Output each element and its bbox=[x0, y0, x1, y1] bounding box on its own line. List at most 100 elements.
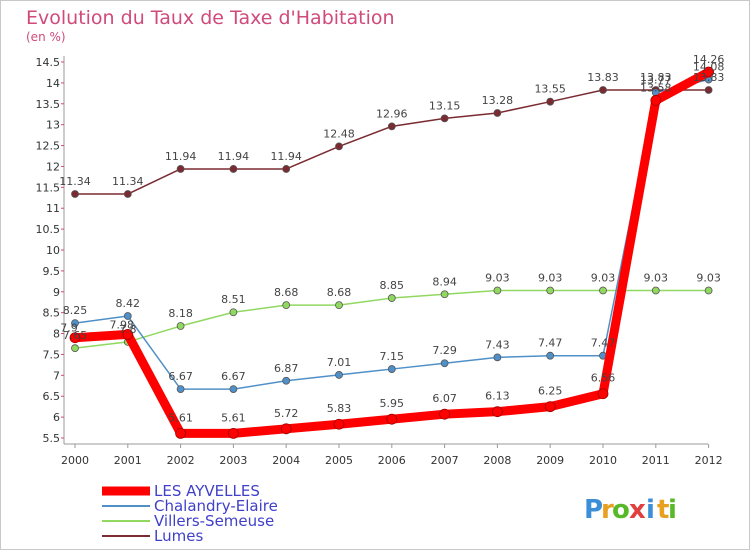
data-point bbox=[544, 401, 556, 413]
y-tick-label: 12 bbox=[46, 160, 60, 173]
data-point bbox=[440, 290, 449, 299]
x-tick-label: 2006 bbox=[378, 454, 406, 467]
data-point bbox=[176, 322, 185, 330]
data-point bbox=[176, 385, 185, 394]
y-tick-label: 13 bbox=[46, 119, 60, 132]
data-point bbox=[335, 142, 343, 151]
data-point bbox=[122, 328, 134, 340]
logo-letter: i bbox=[668, 495, 677, 525]
axes: 5.5 6 6.5 7 7.5 8 8.5 9 9.5 10 10.5 11 11.5 12 12.5 13 1… bbox=[36, 56, 723, 467]
data-label: 8.68 bbox=[274, 286, 299, 299]
data-labels: 7.9 7.98 5.61 5.61 5.72 5.83 5.95 6.07 6.13 6.25 6… bbox=[59, 53, 724, 424]
logo-letter: i bbox=[646, 495, 655, 525]
x-tick-label: 2004 bbox=[272, 454, 300, 467]
logo-letter: P bbox=[584, 495, 603, 525]
data-point bbox=[123, 312, 132, 320]
data-label: 6.67 bbox=[168, 370, 193, 383]
y-tick-label: 7.5 bbox=[43, 348, 61, 361]
x-tick-label: 2001 bbox=[114, 454, 142, 467]
data-label: 7.9 bbox=[60, 322, 78, 335]
data-label: 13.77 bbox=[640, 73, 672, 86]
data-point bbox=[335, 301, 343, 310]
x-tick-label: 2010 bbox=[589, 454, 617, 467]
y-tick-label: 10 bbox=[46, 244, 60, 257]
legend: LES AYVELLESChalandry-ElaireVillers-Seme… bbox=[102, 482, 278, 545]
data-label: 6.87 bbox=[274, 362, 299, 375]
data-label: 6.07 bbox=[432, 392, 457, 405]
data-point bbox=[703, 66, 714, 78]
data-label: 12.96 bbox=[376, 107, 408, 120]
data-label: 11.34 bbox=[112, 175, 144, 188]
data-point bbox=[493, 109, 502, 117]
data-point bbox=[704, 286, 713, 295]
data-label: 5.61 bbox=[168, 411, 193, 424]
chart-subtitle: (en %) bbox=[26, 30, 66, 44]
data-label: 6.56 bbox=[591, 372, 616, 385]
logo-letter: r bbox=[601, 495, 614, 525]
y-tick-label: 10.5 bbox=[36, 223, 61, 236]
legend-label: Villers-Semeuse bbox=[154, 512, 274, 530]
logo-letter: o bbox=[612, 495, 630, 525]
data-label: 9.03 bbox=[538, 272, 563, 285]
data-point bbox=[282, 376, 291, 385]
y-tick-label: 7 bbox=[53, 369, 60, 382]
data-label: 7.8 bbox=[119, 323, 137, 336]
data-label: 8.42 bbox=[116, 297, 141, 310]
data-point bbox=[546, 97, 555, 106]
data-label: 9.03 bbox=[696, 272, 721, 285]
data-point bbox=[387, 294, 396, 302]
data-point bbox=[387, 122, 396, 131]
data-label: 6.13 bbox=[485, 390, 510, 403]
data-point bbox=[69, 332, 81, 344]
data-label: 5.61 bbox=[221, 411, 246, 424]
data-label: 8.18 bbox=[168, 307, 193, 320]
data-label: 13.55 bbox=[534, 83, 566, 96]
data-point bbox=[176, 165, 185, 173]
y-tick-label: 14 bbox=[46, 77, 60, 90]
data-label: 9.03 bbox=[644, 272, 669, 285]
x-tick-label: 2000 bbox=[61, 454, 89, 467]
data-point bbox=[175, 428, 187, 439]
data-label: 8.68 bbox=[327, 286, 352, 299]
data-label: 7.15 bbox=[380, 350, 405, 363]
data-label: 5.72 bbox=[274, 407, 299, 420]
data-point bbox=[546, 351, 555, 360]
proxiti-logo: Pro x i ti bbox=[584, 495, 677, 525]
x-tick-label: 2007 bbox=[431, 454, 459, 467]
data-point bbox=[71, 319, 79, 328]
data-point bbox=[386, 413, 398, 425]
data-point bbox=[493, 353, 502, 362]
data-label: 11.34 bbox=[59, 175, 91, 188]
data-point bbox=[651, 286, 660, 295]
legend-label: Chalandry-Elaire bbox=[154, 497, 278, 515]
x-tick-label: 2011 bbox=[642, 454, 670, 467]
y-tick-label: 8 bbox=[53, 328, 60, 341]
data-label: 7.29 bbox=[432, 344, 457, 357]
y-tick-label: 6.5 bbox=[43, 390, 61, 403]
y-tick-label: 5.5 bbox=[43, 432, 61, 445]
logo-letter: x bbox=[629, 495, 646, 525]
data-point bbox=[333, 418, 345, 430]
data-label: 7.43 bbox=[485, 338, 510, 351]
data-point bbox=[282, 301, 291, 310]
x-tick-label: 2005 bbox=[325, 454, 353, 467]
x-tick-label: 2008 bbox=[483, 454, 511, 467]
data-point bbox=[704, 86, 713, 94]
y-tick-label: 14.5 bbox=[36, 56, 61, 69]
chart-title: Evolution du Taux de Taxe d'Habitation bbox=[26, 7, 395, 29]
data-label: 7.47 bbox=[591, 337, 616, 350]
data-point bbox=[123, 190, 132, 198]
data-point bbox=[439, 408, 451, 420]
data-label: 13.58 bbox=[640, 81, 672, 94]
legend-label: Lumes bbox=[154, 527, 203, 545]
data-label: 8.85 bbox=[380, 279, 405, 292]
y-tick-label: 11.5 bbox=[36, 181, 61, 194]
data-point bbox=[280, 423, 292, 435]
series-layer bbox=[69, 66, 714, 439]
data-label: 7.65 bbox=[63, 329, 88, 342]
data-point bbox=[71, 190, 79, 198]
data-point bbox=[229, 308, 238, 317]
data-point bbox=[71, 344, 79, 353]
data-label: 14.08 bbox=[693, 61, 725, 74]
